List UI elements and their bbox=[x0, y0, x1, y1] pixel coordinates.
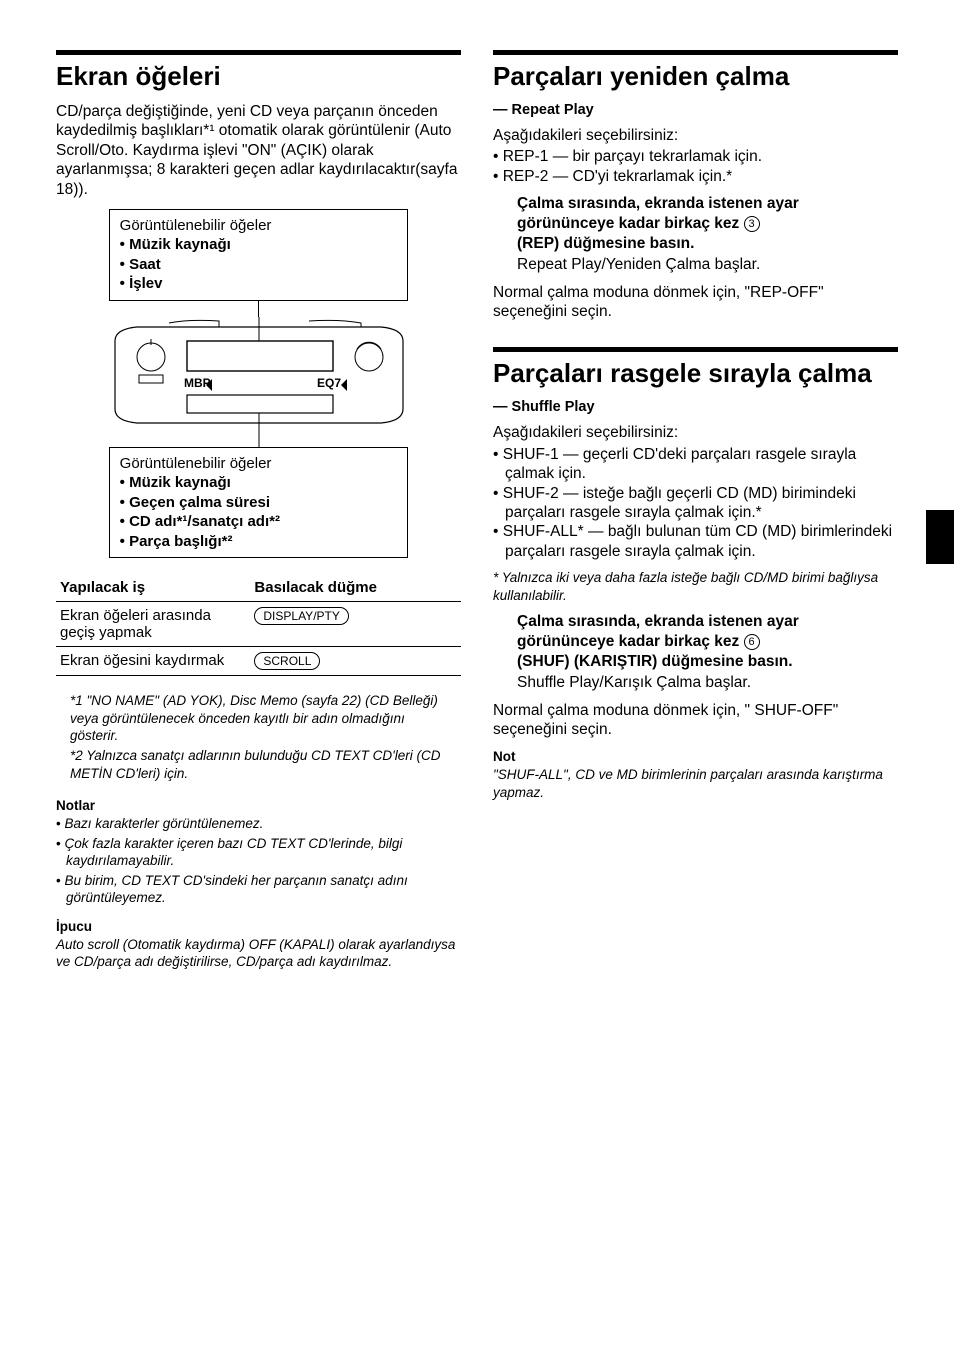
s2-step: Çalma sırasında, ekranda istenen ayar gö… bbox=[517, 612, 898, 693]
s1-step: Çalma sırasında, ekranda istenen ayar gö… bbox=[517, 194, 898, 275]
s1-intro: Aşağıdakileri seçebilirsiniz: bbox=[493, 126, 898, 145]
s2-starnote: * Yalnızca iki veya daha fazla isteğe ba… bbox=[493, 569, 898, 604]
rule bbox=[56, 50, 461, 55]
box1-item-2: • İşlev bbox=[120, 275, 163, 292]
button-number-3: 3 bbox=[744, 216, 760, 232]
s1-outro: Normal çalma moduna dönmek için, "REP-OF… bbox=[493, 283, 898, 322]
device-illustration: MBP EQ7 bbox=[109, 317, 409, 447]
diagram-box-bottom: Görüntülenebilir öğeler • Müzik kaynağı … bbox=[109, 447, 409, 559]
s1-step-line3: Repeat Play/Yeniden Çalma başlar. bbox=[517, 256, 760, 273]
footnote-1: *1 "NO NAME" (AD YOK), Disc Memo (sayfa … bbox=[70, 692, 447, 745]
side-tab bbox=[926, 510, 954, 564]
diagram: Görüntülenebilir öğeler • Müzik kaynağı … bbox=[56, 209, 461, 559]
s2-bullets: SHUF-1 — geçerli CD'deki parçaları rasge… bbox=[493, 445, 898, 561]
task-cell: Ekran öğesini kaydırmak bbox=[56, 647, 250, 676]
box2-lead: Görüntülenebilir öğeler bbox=[120, 455, 272, 472]
button-pill: DISPLAY/PTY bbox=[254, 607, 348, 625]
subhead-shuffle: — Shuffle Play bbox=[493, 399, 898, 415]
box1-item-1: • Saat bbox=[120, 256, 161, 273]
tip-label: İpucu bbox=[56, 919, 461, 934]
box2-item-1: • Geçen çalma süresi bbox=[120, 494, 270, 511]
bullet-item: REP-1 — bir parçayı tekrarlamak için. bbox=[493, 147, 898, 166]
notes-block: Notlar Bazı karakterler görüntülenemez. … bbox=[56, 798, 461, 971]
device-label-eq7: EQ7 bbox=[317, 376, 341, 390]
task-cell: Ekran öğeleri arasında geçiş yapmak bbox=[56, 602, 250, 647]
button-number-6: 6 bbox=[744, 634, 760, 650]
s2-note-label: Not bbox=[493, 749, 898, 764]
notes-label: Notlar bbox=[56, 798, 461, 813]
note-item: Bazı karakterler görüntülenemez. bbox=[56, 815, 461, 833]
rule bbox=[493, 347, 898, 352]
tip-text: Auto scroll (Otomatik kaydırma) OFF (KAP… bbox=[56, 936, 461, 971]
s1-bullets: REP-1 — bir parçayı tekrarlamak için. RE… bbox=[493, 147, 898, 186]
button-pill: SCROLL bbox=[254, 652, 320, 670]
s2-step-line2: (SHUF) (KARIŞTIR) düğmesine basın. bbox=[517, 653, 793, 670]
s2-intro: Aşağıdakileri seçebilirsiniz: bbox=[493, 423, 898, 442]
bullet-item: SHUF-1 — geçerli CD'deki parçaları rasge… bbox=[493, 445, 898, 484]
box1-lead: Görüntülenebilir öğeler bbox=[120, 217, 272, 234]
left-column: Ekran öğeleri CD/parça değiştiğinde, yen… bbox=[56, 50, 461, 1302]
rule bbox=[493, 50, 898, 55]
s1-step-line2: (REP) düğmesine basın. bbox=[517, 235, 694, 252]
note-item: Çok fazla karakter içeren bazı CD TEXT C… bbox=[56, 835, 461, 870]
box2-item-2: • CD adı*¹/sanatçı adı*² bbox=[120, 513, 280, 530]
footnote-2: *2 Yalnızca sanatçı adlarının bulunduğu … bbox=[70, 747, 447, 782]
bullet-item: SHUF-ALL* — bağlı bulunan tüm CD (MD) bi… bbox=[493, 522, 898, 561]
footnotes: *1 "NO NAME" (AD YOK), Disc Memo (sayfa … bbox=[56, 692, 461, 782]
box1-item-0: • Müzik kaynağı bbox=[120, 236, 231, 253]
intro-paragraph: CD/parça değiştiğinde, yeni CD veya parç… bbox=[56, 102, 461, 199]
connector-line bbox=[258, 301, 259, 317]
box2-item-3: • Parça başlığı*² bbox=[120, 533, 233, 550]
notes-list: Bazı karakterler görüntülenemez. Çok faz… bbox=[56, 815, 461, 907]
s2-outro: Normal çalma moduna dönmek için, " SHUF-… bbox=[493, 701, 898, 740]
table-col2: Basılacak düğme bbox=[250, 574, 461, 602]
table-row: Ekran öğeleri arasında geçiş yapmak DISP… bbox=[56, 602, 461, 647]
box2-item-0: • Müzik kaynağı bbox=[120, 474, 231, 491]
heading-ekran: Ekran öğeleri bbox=[56, 61, 461, 92]
subhead-repeat: — Repeat Play bbox=[493, 102, 898, 118]
table-col1: Yapılacak iş bbox=[56, 574, 250, 602]
s2-note: "SHUF-ALL", CD ve MD birimlerinin parçal… bbox=[493, 766, 898, 801]
s2-step-line3: Shuffle Play/Karışık Çalma başlar. bbox=[517, 674, 751, 691]
table-row: Ekran öğesini kaydırmak SCROLL bbox=[56, 647, 461, 676]
note-item: Bu birim, CD TEXT CD'sindeki her parçanı… bbox=[56, 872, 461, 907]
bullet-item: SHUF-2 — isteğe bağlı geçerli CD (MD) bi… bbox=[493, 484, 898, 523]
device-label-mbp: MBP bbox=[184, 376, 211, 390]
actions-table: Yapılacak iş Basılacak düğme Ekran öğele… bbox=[56, 574, 461, 676]
heading-repeat: Parçaları yeniden çalma bbox=[493, 61, 898, 92]
heading-shuffle: Parçaları rasgele sırayla çalma bbox=[493, 358, 898, 389]
diagram-box-top: Görüntülenebilir öğeler • Müzik kaynağı … bbox=[109, 209, 409, 301]
right-column: Parçaları yeniden çalma — Repeat Play Aş… bbox=[493, 50, 898, 1302]
bullet-item: REP-2 — CD'yi tekrarlamak için.* bbox=[493, 167, 898, 186]
